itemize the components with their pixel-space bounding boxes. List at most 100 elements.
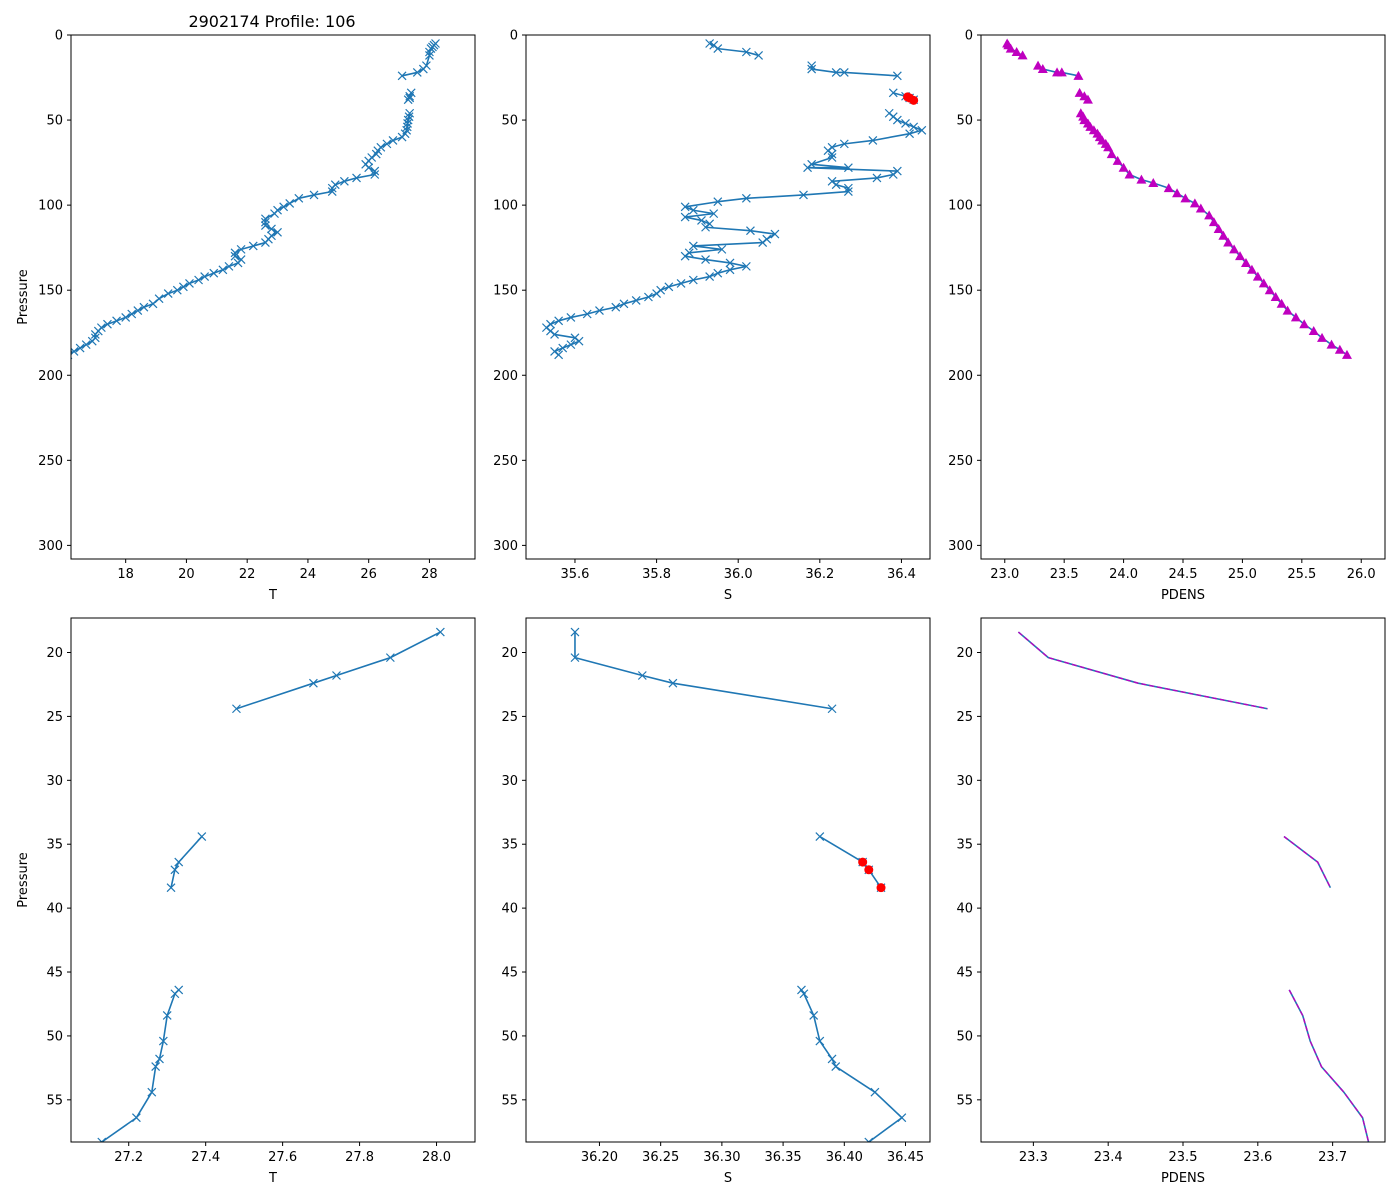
data-point xyxy=(897,1113,907,1123)
data-point xyxy=(397,132,407,142)
y-tick-label: 50 xyxy=(46,1029,63,1044)
data-point xyxy=(1124,169,1135,179)
data-point xyxy=(1118,162,1129,172)
data-point xyxy=(905,129,915,139)
y-tick-label: 55 xyxy=(46,1093,63,1108)
data-point xyxy=(1005,43,1016,53)
data-point xyxy=(550,330,559,339)
data-point xyxy=(807,64,817,74)
data-point xyxy=(668,678,678,688)
data-point xyxy=(688,205,698,215)
y-tick-label: 300 xyxy=(948,539,973,554)
y-tick-label: 100 xyxy=(38,199,63,214)
data-point xyxy=(1103,142,1114,152)
data-point xyxy=(170,865,180,875)
chart-top-S: 35.6 35.8 36.0 36.2 36.4 0 50 100 150 200 250 300 S xyxy=(493,29,931,603)
data-point xyxy=(370,170,380,179)
data-point xyxy=(676,278,686,288)
data-point xyxy=(741,261,751,271)
data-point xyxy=(872,173,882,183)
y-tick-label: 30 xyxy=(501,774,518,789)
data-point xyxy=(558,343,568,353)
data-point xyxy=(1223,237,1234,247)
data-point xyxy=(1073,70,1084,80)
x-tick-label: 23.6 xyxy=(1243,1150,1272,1165)
data-point xyxy=(178,282,188,292)
data-point xyxy=(197,832,207,841)
data-point xyxy=(1308,326,1319,336)
data-point xyxy=(713,268,723,278)
data-point xyxy=(131,1113,141,1123)
data-point xyxy=(260,221,270,230)
data-point xyxy=(815,832,825,841)
data-point xyxy=(827,149,837,159)
plot-area xyxy=(570,627,907,1142)
x-tick-label: 26 xyxy=(360,567,377,582)
x-tick-label: 22 xyxy=(239,567,256,582)
x-tick-label: 36.0 xyxy=(724,567,753,582)
data-point xyxy=(570,627,580,637)
data-point xyxy=(1334,344,1345,354)
data-point xyxy=(270,209,279,219)
plot-area xyxy=(97,627,445,1142)
data-point xyxy=(1282,305,1293,315)
data-point xyxy=(273,227,282,237)
data-point xyxy=(294,193,304,203)
data-point xyxy=(397,71,407,81)
data-point xyxy=(404,112,414,122)
chart-top-PDENS: 23.0 23.5 24.0 24.5 25.0 25.5 26.0 0 50 100 150 200… xyxy=(948,29,1386,603)
flagged-point xyxy=(909,95,919,105)
y-tick-label: 200 xyxy=(493,369,518,384)
density-overlay-line xyxy=(1017,631,1268,710)
x-tick-label: 23.5 xyxy=(1050,567,1079,582)
plot-area xyxy=(1017,631,1370,1142)
data-point xyxy=(741,47,751,57)
data-point xyxy=(631,295,641,305)
data-point xyxy=(133,306,143,316)
chart-top-T: 18 20 22 24 26 28 0 50 100 150 200 250 300 T Pressure xyxy=(16,29,476,603)
y-tick-label: 45 xyxy=(956,966,973,981)
x-tick-label: 23.3 xyxy=(1019,1150,1048,1165)
x-tick-label: 26.0 xyxy=(1347,567,1376,582)
data-point xyxy=(1011,47,1022,57)
data-point xyxy=(574,336,584,346)
data-point xyxy=(147,1087,157,1097)
data-point xyxy=(595,306,604,316)
y-tick-label: 50 xyxy=(501,1029,518,1044)
figure-title: 2902174 Profile: 106 xyxy=(188,12,355,31)
data-point xyxy=(1276,298,1287,308)
x-tick-label: 24 xyxy=(300,567,317,582)
data-point xyxy=(285,199,295,208)
x-tick-label: 20 xyxy=(178,567,195,582)
data-point xyxy=(403,95,413,105)
flagged-point xyxy=(858,857,868,867)
data-point xyxy=(279,202,289,212)
data-point xyxy=(139,302,149,312)
y-tick-label: 55 xyxy=(956,1093,973,1108)
data-point xyxy=(97,1137,107,1142)
data-point xyxy=(917,125,927,135)
x-tick-label: 23.7 xyxy=(1318,1150,1347,1165)
x-tick-label: 28.0 xyxy=(422,1150,451,1165)
data-point xyxy=(151,1062,161,1072)
data-point xyxy=(1112,155,1123,165)
data-point xyxy=(688,275,698,285)
data-point xyxy=(1037,64,1048,74)
data-point xyxy=(385,653,395,663)
data-point xyxy=(1056,67,1067,77)
data-point xyxy=(815,1036,825,1046)
data-point xyxy=(370,166,380,176)
data-point xyxy=(713,197,723,207)
data-point xyxy=(163,289,173,299)
data-point xyxy=(1270,292,1281,301)
data-point xyxy=(870,1087,880,1097)
axes-frame xyxy=(525,617,931,1143)
y-tick-label: 40 xyxy=(46,902,63,917)
data-point xyxy=(1290,312,1301,322)
data-point xyxy=(1195,203,1206,213)
data-point xyxy=(799,190,808,200)
data-point xyxy=(339,176,349,186)
data-point xyxy=(1208,217,1219,227)
